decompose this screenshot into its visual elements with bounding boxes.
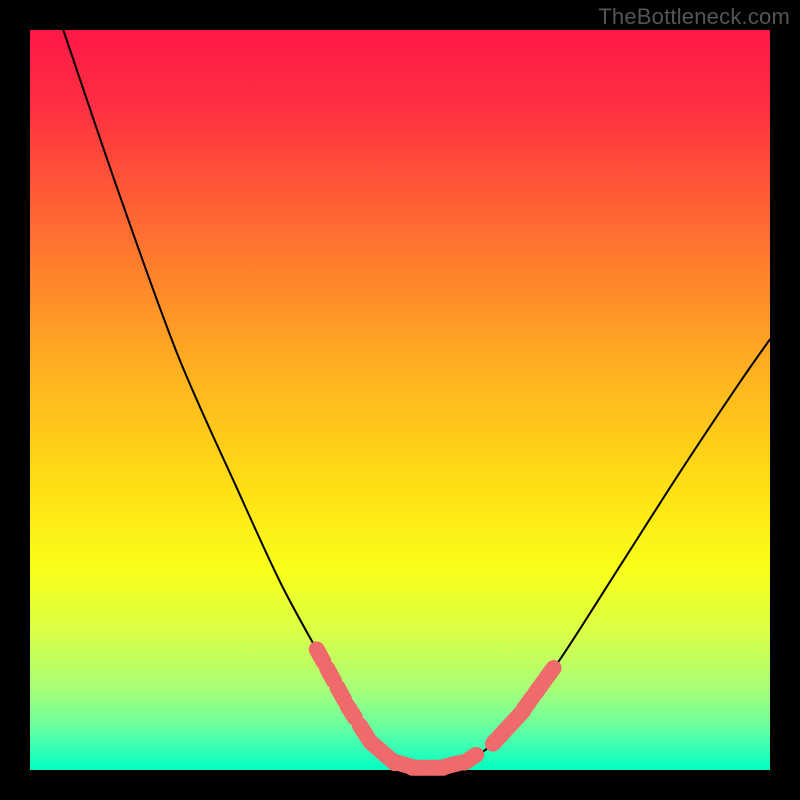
chart-container: TheBottleneck.com — [0, 0, 800, 800]
bottleneck-chart — [0, 0, 800, 800]
watermark-label: TheBottleneck.com — [598, 4, 790, 30]
